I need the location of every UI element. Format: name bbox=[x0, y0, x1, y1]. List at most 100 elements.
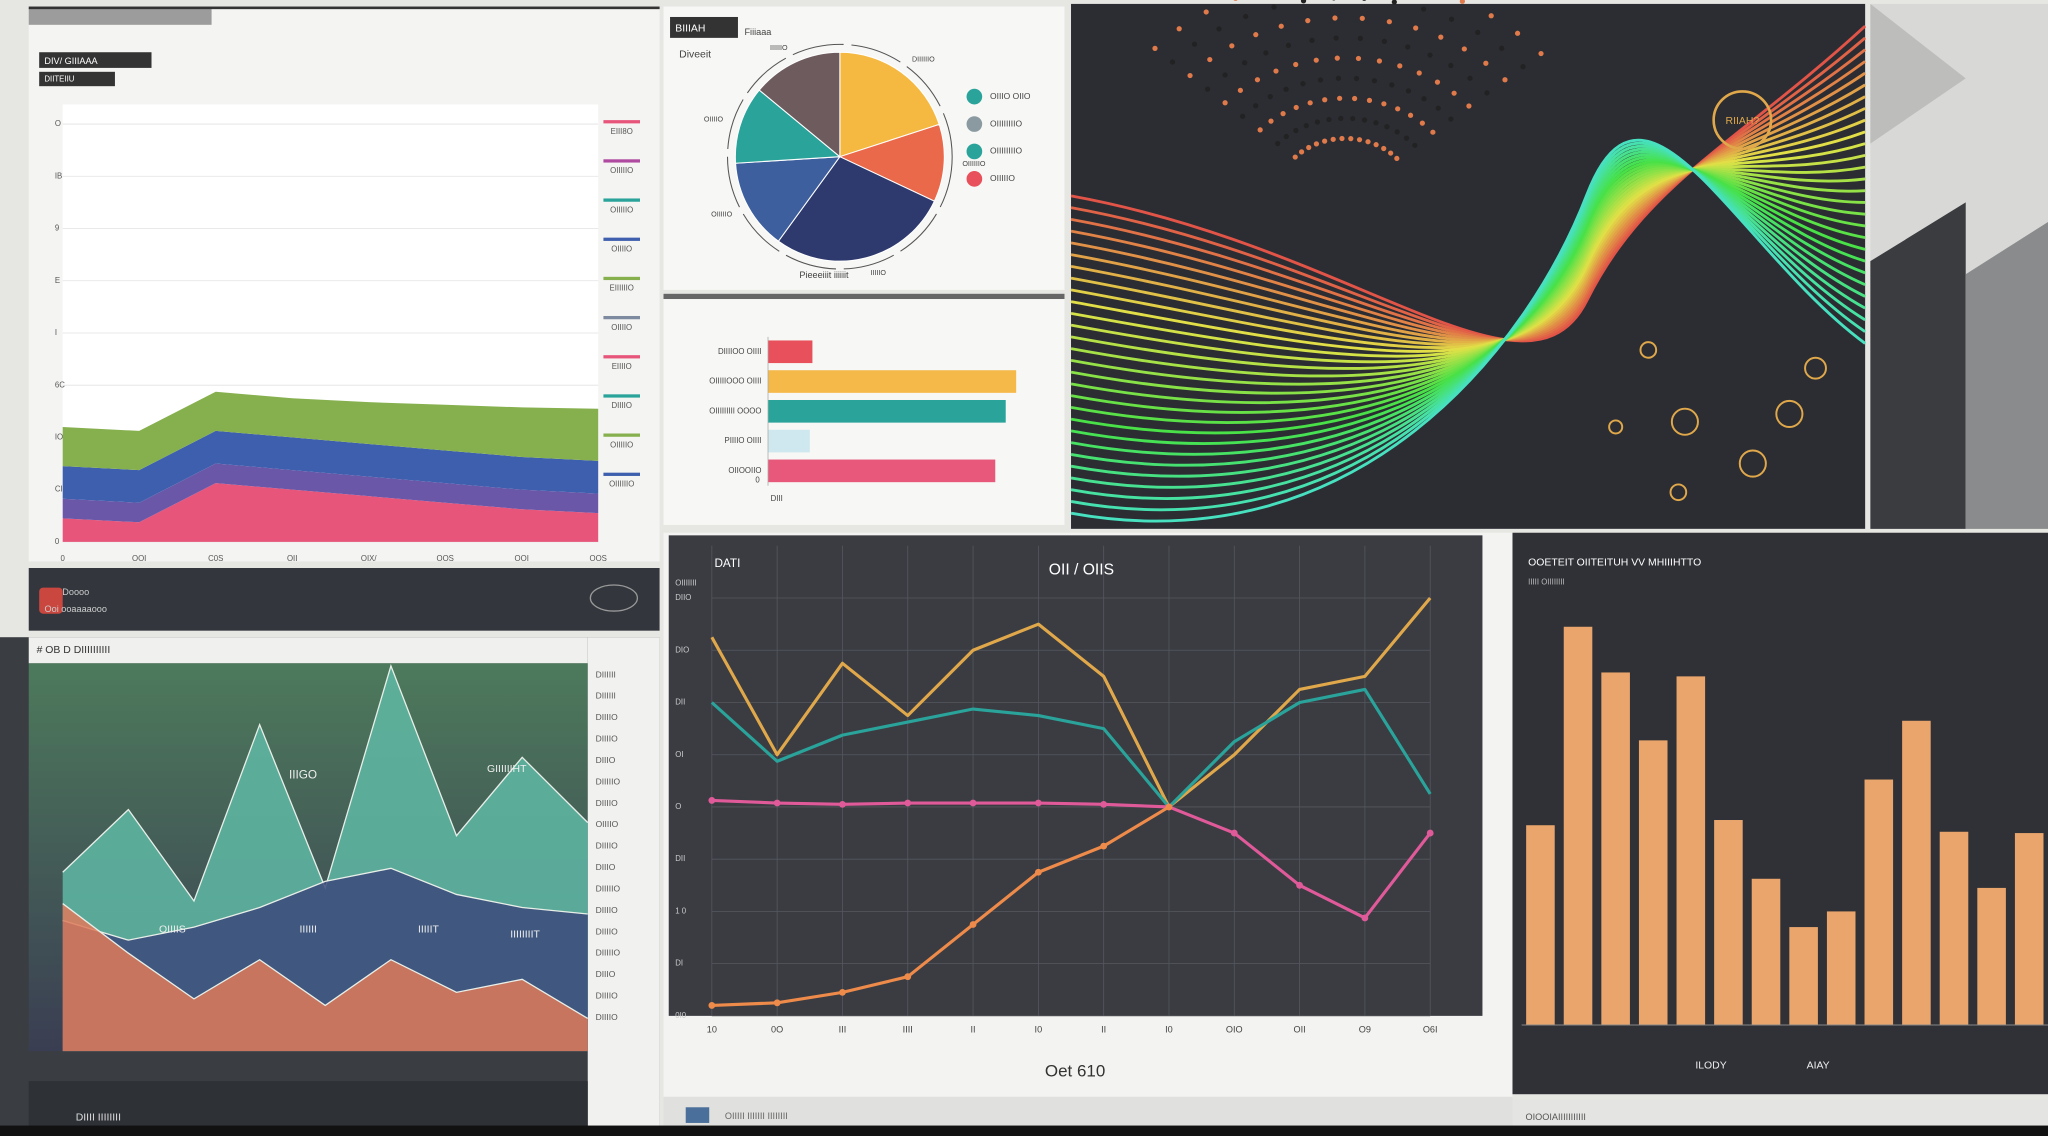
bar bbox=[768, 399, 1006, 423]
dot bbox=[1303, 123, 1309, 129]
dot bbox=[1365, 139, 1371, 145]
dot bbox=[1352, 95, 1358, 102]
strip bbox=[28, 7, 212, 25]
dot bbox=[1438, 34, 1444, 40]
line bbox=[711, 805, 1170, 1007]
marker bbox=[904, 799, 912, 807]
art-badge: RIIAH? bbox=[1726, 116, 1760, 127]
title: BIIIAH bbox=[675, 23, 705, 34]
footer-bar bbox=[1512, 1099, 2048, 1131]
dot bbox=[1280, 110, 1286, 117]
x-tick-label: II bbox=[971, 1025, 976, 1035]
ring bbox=[1639, 341, 1658, 359]
footer-text: OIIIII IIIIIII IIIIIIII bbox=[725, 1111, 788, 1121]
title: OOETEIT OIITEITUH VV MHIIIHTTO bbox=[1528, 558, 1701, 569]
dot bbox=[1253, 103, 1259, 109]
y-tick-label: IB bbox=[55, 171, 62, 180]
y-tick-label: E bbox=[55, 276, 60, 285]
x-tick-label: 10 bbox=[707, 1025, 717, 1035]
annotation: AIAY bbox=[1807, 1060, 1830, 1071]
dot bbox=[1253, 32, 1259, 38]
annotation: GIIIIIIHT bbox=[487, 764, 527, 775]
slice-label: IIIIIIO bbox=[770, 44, 788, 52]
dot bbox=[1381, 101, 1387, 107]
dot bbox=[1240, 113, 1246, 119]
footer: OIOOIAIIIIIIIIIII bbox=[1526, 1112, 1586, 1122]
dot bbox=[1448, 116, 1454, 122]
area-band bbox=[62, 463, 599, 523]
x-tick-label: OOS bbox=[436, 554, 453, 563]
legend-swatch bbox=[603, 394, 640, 398]
y-tick-label: IO bbox=[55, 432, 63, 441]
x-tick-label: IIII bbox=[903, 1025, 913, 1035]
area-band bbox=[62, 483, 599, 542]
legend-label: DIIIIO bbox=[596, 798, 619, 808]
swoosh bbox=[1070, 168, 1866, 378]
swoosh bbox=[1070, 142, 1866, 358]
dot bbox=[1435, 105, 1441, 111]
swoosh bbox=[1070, 71, 1866, 342]
bar bbox=[2014, 833, 2044, 1026]
legend-swatch bbox=[603, 237, 640, 241]
dot bbox=[1332, 0, 1336, 1]
swoosh bbox=[1070, 153, 1866, 364]
dot bbox=[1384, 124, 1390, 130]
dot bbox=[1416, 70, 1422, 76]
marker bbox=[773, 999, 781, 1007]
dot bbox=[1305, 17, 1311, 24]
swoosh bbox=[1070, 147, 1866, 489]
dot bbox=[1293, 127, 1299, 134]
legend-label: EIII8O bbox=[611, 127, 633, 136]
dot bbox=[1298, 149, 1305, 155]
legend-swatch bbox=[603, 433, 640, 437]
bar bbox=[768, 459, 996, 483]
legend-label: DIIIIO bbox=[611, 401, 631, 410]
bar bbox=[1826, 911, 1856, 1026]
swoosh bbox=[1070, 130, 1866, 353]
dot bbox=[1273, 68, 1279, 74]
title-box bbox=[39, 52, 152, 68]
dot bbox=[1229, 43, 1235, 49]
legend-label: DIIIIII bbox=[596, 669, 616, 679]
dot bbox=[1483, 60, 1489, 66]
strip bbox=[28, 6, 660, 10]
legend-label: EIIIIO bbox=[612, 362, 632, 371]
legend-label: DIIIIO bbox=[596, 926, 619, 936]
footer-bar bbox=[663, 1096, 1513, 1130]
line bbox=[711, 798, 1432, 920]
x-tick-label: OII bbox=[1294, 1025, 1306, 1035]
legend-column bbox=[587, 637, 660, 1131]
y-tick-label: 9 bbox=[55, 224, 59, 233]
dot bbox=[1243, 13, 1249, 20]
marker bbox=[1361, 914, 1369, 922]
bar bbox=[1638, 740, 1668, 1026]
line bbox=[710, 687, 1432, 809]
dot bbox=[1361, 117, 1368, 123]
marker bbox=[773, 799, 781, 807]
dot bbox=[1520, 64, 1526, 70]
dot bbox=[1514, 30, 1521, 36]
x-tick-label: OOS bbox=[589, 554, 606, 563]
shape bbox=[1870, 202, 1966, 529]
dot bbox=[1394, 155, 1400, 162]
y-tick-label: DII bbox=[675, 854, 685, 863]
dot bbox=[1267, 94, 1273, 100]
legend-label: OIIIIIIO bbox=[609, 479, 634, 488]
dot bbox=[1538, 50, 1544, 57]
bar bbox=[1902, 720, 1931, 1026]
shape bbox=[1870, 3, 1966, 144]
y-tick-label: CI bbox=[55, 485, 63, 494]
swoosh bbox=[1070, 165, 1866, 404]
dot bbox=[1285, 42, 1292, 48]
marker bbox=[1230, 829, 1238, 837]
swoosh bbox=[1070, 165, 1866, 370]
dot bbox=[1335, 75, 1342, 81]
ring bbox=[1608, 419, 1624, 435]
dot bbox=[1293, 104, 1299, 111]
pie-ring bbox=[726, 43, 953, 270]
x-tick-label: O9 bbox=[1359, 1025, 1371, 1035]
dot bbox=[1499, 45, 1505, 51]
bar bbox=[768, 340, 813, 364]
annotation: Ooi ooaaaaooo bbox=[45, 604, 107, 614]
